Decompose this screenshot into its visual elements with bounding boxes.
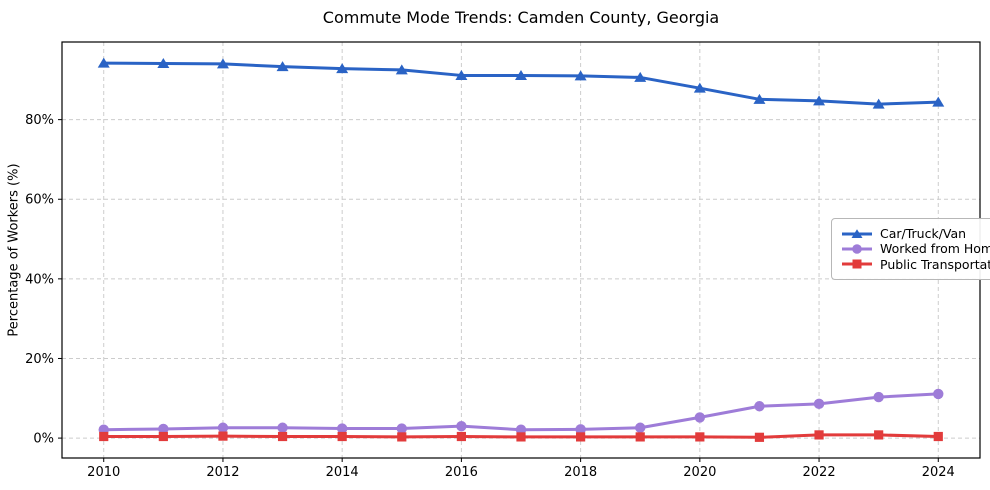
x-tick-label: 2010 — [87, 465, 120, 480]
series-marker — [574, 70, 587, 81]
y-tick-label: 20% — [25, 352, 54, 367]
series-marker — [397, 432, 407, 442]
y-tick-label: 40% — [25, 272, 54, 287]
series-marker — [753, 93, 766, 104]
series-marker — [456, 420, 467, 432]
series-marker — [336, 63, 349, 74]
x-tick-label: 2020 — [683, 465, 716, 480]
series-marker — [693, 82, 706, 93]
y-tick-label: 80% — [25, 113, 54, 128]
series-marker — [813, 95, 826, 106]
series-marker — [874, 430, 884, 440]
x-tick-label: 2016 — [445, 465, 478, 480]
series-marker — [635, 422, 646, 433]
y-tick-label: 60% — [25, 193, 54, 208]
series-marker — [277, 431, 288, 442]
series-marker — [873, 391, 884, 403]
series-marker — [694, 412, 706, 423]
legend-item-public-transportation: Public Transportation — [841, 257, 990, 272]
series-marker — [754, 432, 765, 442]
series-line — [102, 61, 940, 106]
series-marker — [157, 57, 170, 68]
series-marker — [217, 422, 229, 433]
series-marker — [395, 64, 408, 75]
series-marker — [932, 96, 945, 107]
series-marker — [276, 61, 289, 72]
series-marker — [933, 388, 944, 400]
series-marker — [97, 57, 110, 68]
series-marker — [872, 98, 885, 109]
legend-item-worked-from-home: Worked from Home — [841, 241, 990, 256]
series-marker — [216, 58, 229, 69]
public-transportation-line-icon — [842, 259, 872, 269]
series-marker — [158, 431, 168, 442]
series-line — [102, 392, 940, 432]
series-marker — [455, 69, 468, 80]
series-marker — [99, 431, 109, 442]
series-marker — [754, 401, 765, 412]
series-marker — [456, 431, 466, 442]
series-marker — [218, 431, 228, 441]
legend-label: Worked from Home — [880, 241, 990, 257]
series-marker — [813, 398, 825, 410]
series-marker — [277, 422, 288, 433]
x-tick-label: 2014 — [326, 465, 359, 480]
series-marker — [336, 423, 348, 434]
series-marker — [575, 424, 586, 435]
series-marker — [695, 432, 705, 442]
series-marker — [634, 71, 647, 82]
series-marker — [337, 431, 347, 442]
worked-from-home-line-icon — [842, 244, 872, 254]
chart-title: Commute Mode Trends: Camden County, Geor… — [322, 8, 720, 27]
series-marker — [814, 430, 824, 440]
x-tick-label: 2012 — [206, 465, 239, 480]
y-tick-label: 0% — [33, 432, 54, 447]
series-marker — [933, 431, 943, 442]
series-marker — [396, 423, 407, 434]
x-tick-label: 2018 — [564, 465, 597, 480]
legend-item-car-truck-van: Car/Truck/Van — [841, 226, 990, 241]
series-marker — [515, 69, 527, 80]
series-marker — [635, 432, 645, 442]
x-tick-label: 2022 — [803, 465, 836, 480]
series-marker — [516, 432, 526, 442]
x-tick-label: 2024 — [922, 465, 955, 480]
legend-label: Public Transportation — [880, 256, 990, 272]
series-marker — [576, 432, 586, 442]
series-marker — [158, 423, 169, 435]
legend-label: Car/Truck/Van — [880, 226, 967, 242]
legend: Car/Truck/Van Worked from Home Public Tr… — [831, 218, 990, 280]
car-truck-van-line-icon — [842, 228, 872, 238]
